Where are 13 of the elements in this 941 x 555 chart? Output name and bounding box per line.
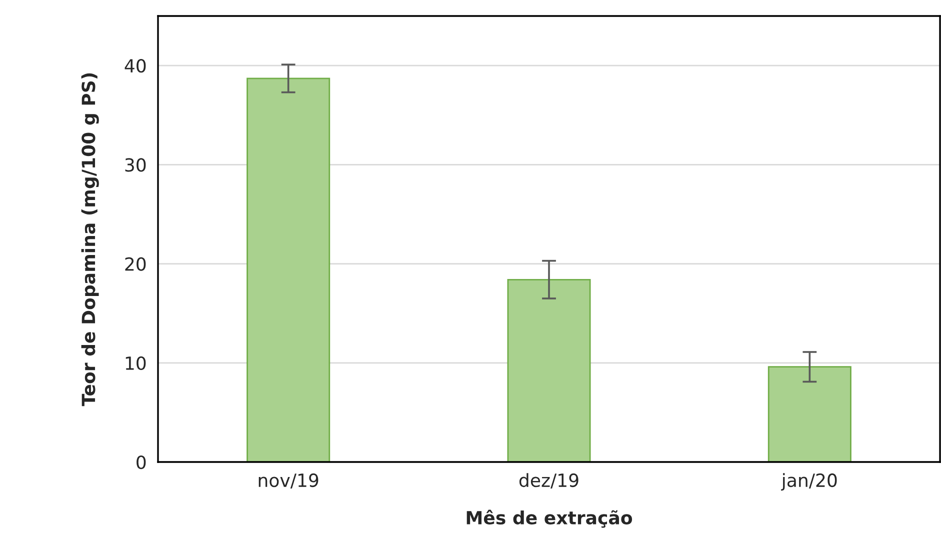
bar: [768, 366, 852, 462]
bar: [246, 78, 330, 462]
y-tick-label: 0: [136, 455, 146, 470]
y-tick-label: 30: [125, 158, 146, 172]
x-tick-label: nov/19: [258, 473, 318, 489]
y-tick-label: 40: [124, 59, 146, 73]
y-tick-label: 10: [126, 356, 146, 370]
y-axis-title: Teor de Dopamina (mg/100 g PS): [81, 73, 99, 406]
bar: [507, 278, 591, 462]
x-tick-label: dez/19: [519, 473, 578, 489]
x-axis-title: Mês de extração: [466, 510, 632, 528]
x-tick-label: jan/20: [781, 473, 837, 491]
y-tick-label: 20: [125, 257, 146, 271]
